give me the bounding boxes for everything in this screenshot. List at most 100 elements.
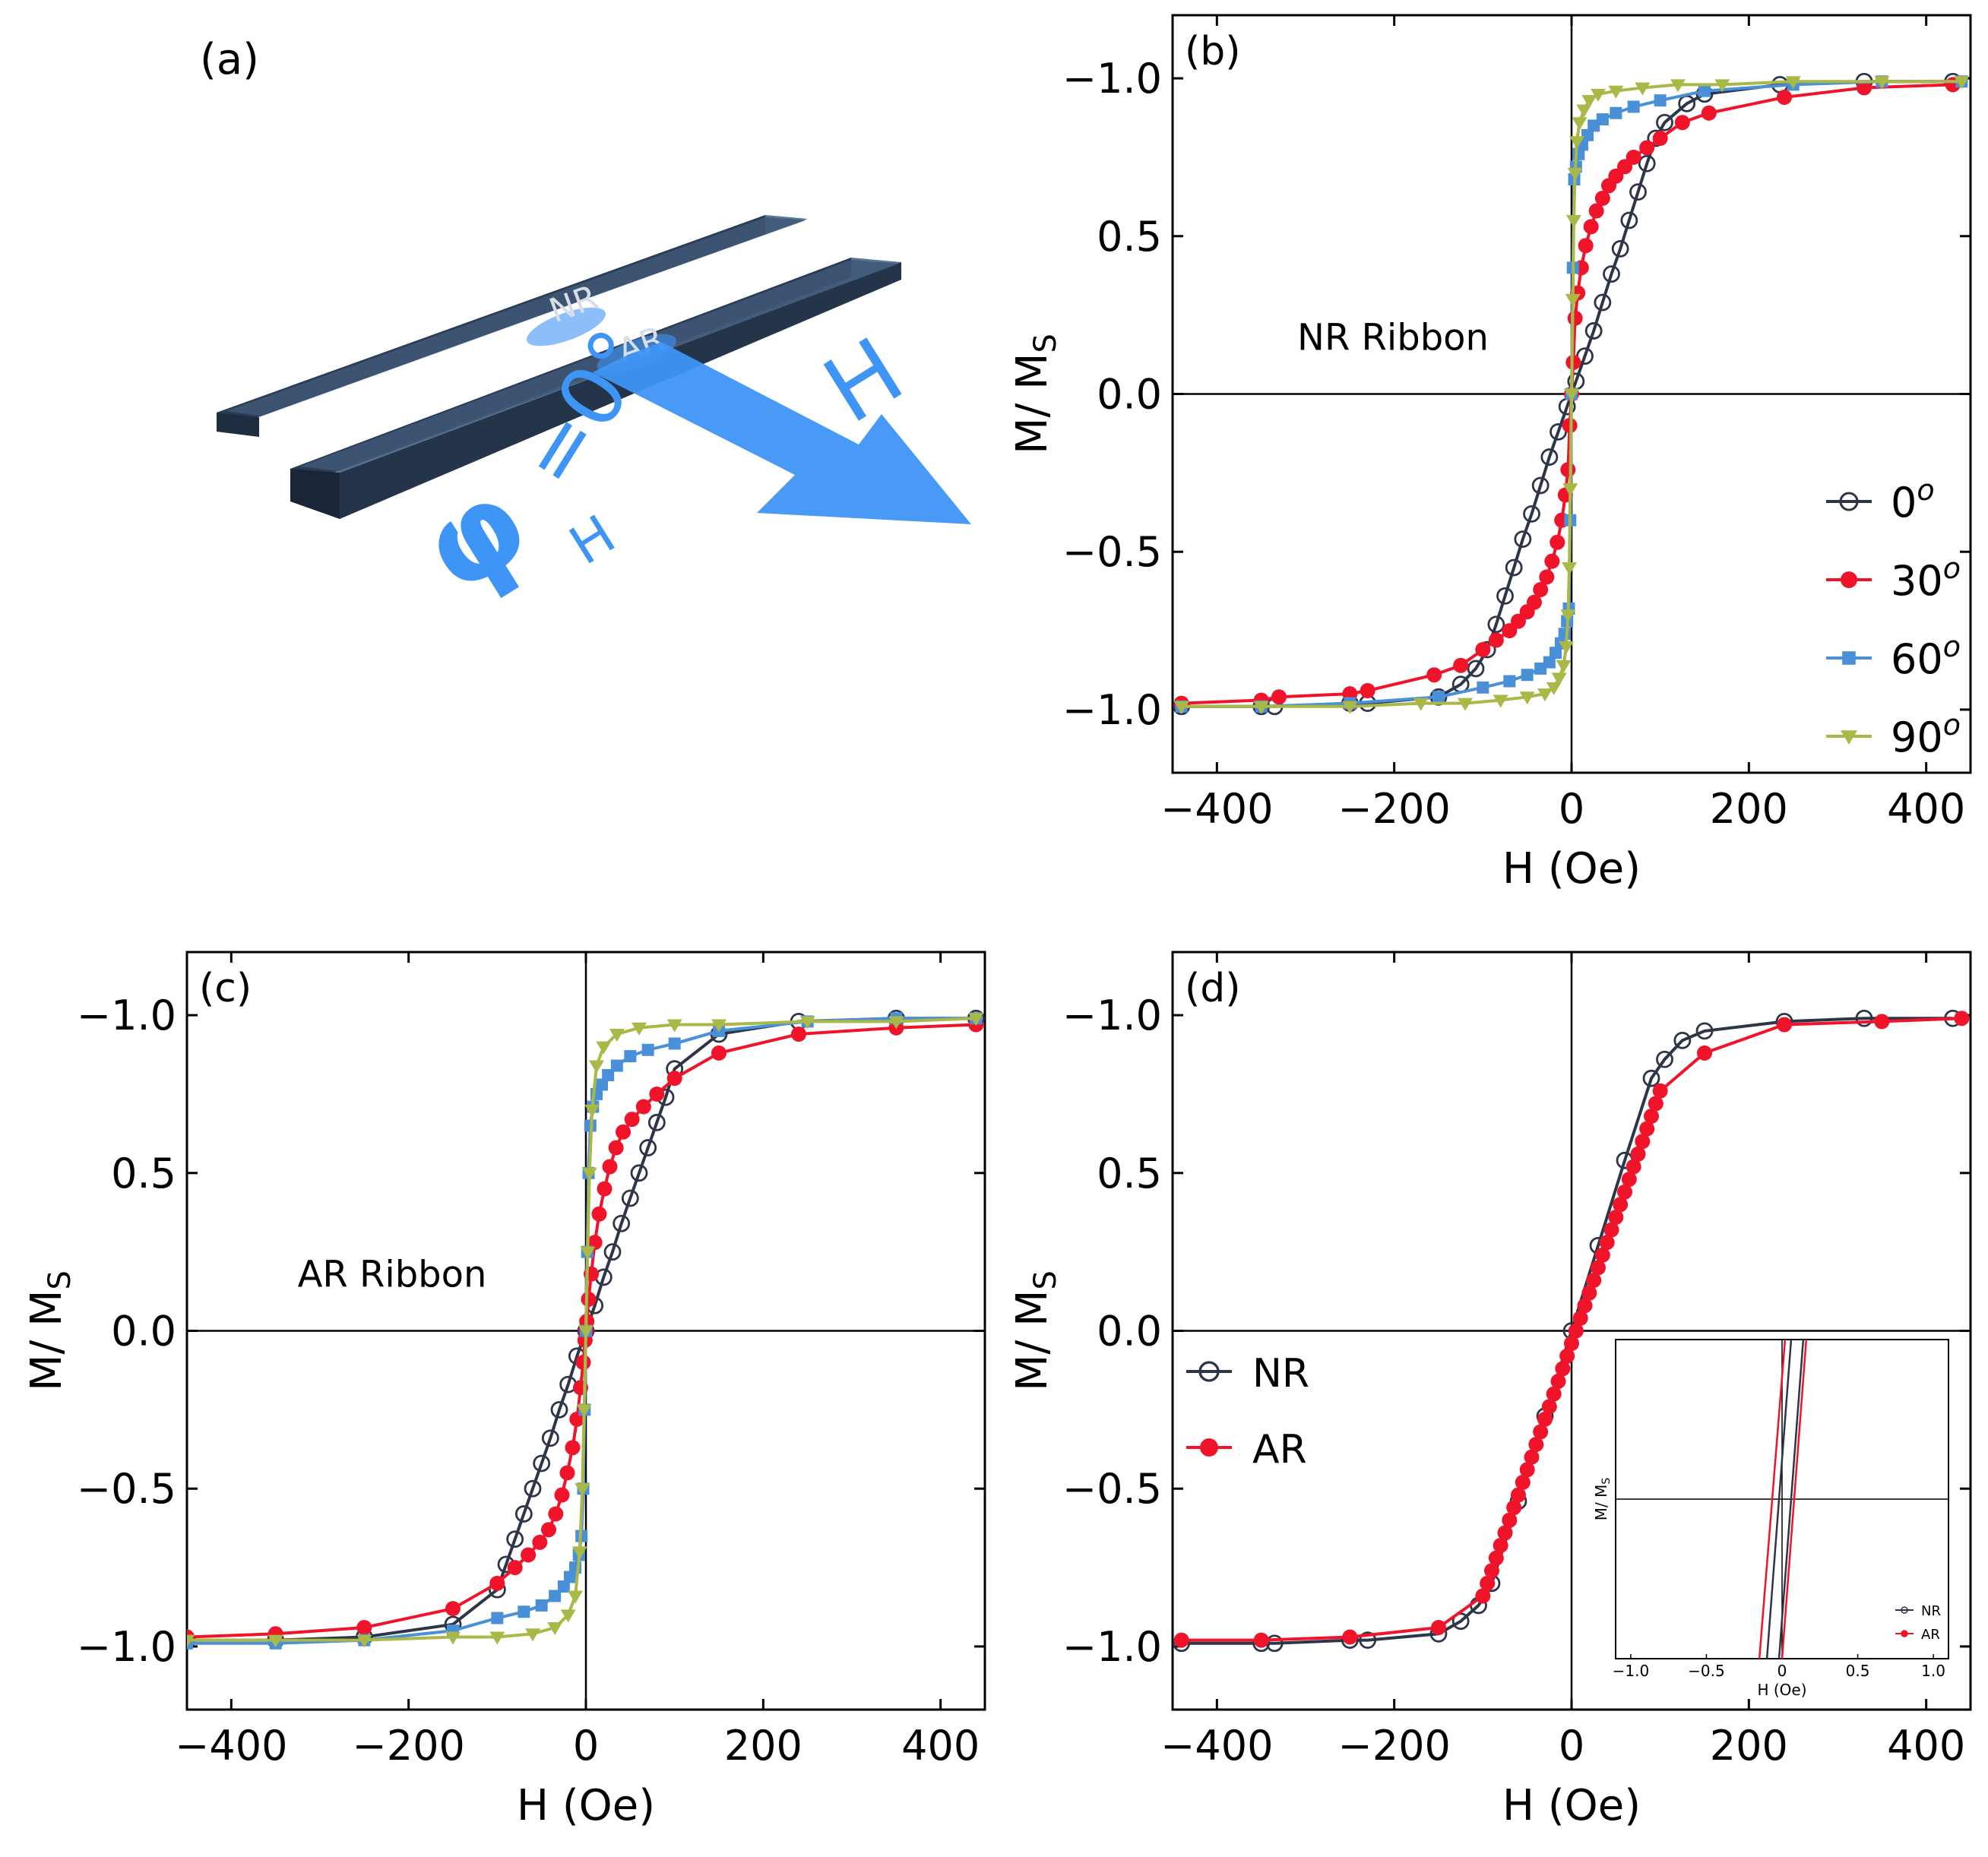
data-point-90 [576, 1404, 592, 1418]
data-point-90 [1493, 694, 1508, 708]
legend-label: NR [1252, 1351, 1309, 1397]
data-point-NR [1451, 1612, 1470, 1631]
data-point-90 [632, 1022, 647, 1036]
legend-label: AR [1252, 1427, 1307, 1473]
data-point-AR [1564, 1336, 1579, 1352]
data-point-0 [603, 1243, 622, 1261]
legend-label-superscript: o [1917, 473, 1934, 507]
data-point-90 [1559, 641, 1574, 654]
data-point-AR [1480, 1575, 1496, 1591]
data-point-90 [1560, 609, 1576, 623]
data-point-90 [578, 1325, 594, 1339]
data-point-30 [1777, 90, 1792, 106]
data-point-AR [1431, 1619, 1446, 1635]
data-point-AR [1617, 1184, 1632, 1200]
data-point-90 [1342, 701, 1358, 714]
data-point-30 [666, 1071, 682, 1087]
data-point-AR [1475, 1588, 1491, 1604]
data-point-90 [489, 1631, 505, 1645]
data-point-AR [1621, 1172, 1637, 1188]
data-point-30 [608, 1140, 624, 1156]
data-point-90 [445, 1631, 461, 1645]
x-axis-label: H (Oe) [1502, 844, 1641, 894]
data-point-60 [1477, 681, 1489, 694]
data-point-30 [565, 1440, 581, 1456]
data-point-90 [571, 1546, 587, 1560]
y-tick-label: −1.0 [1062, 1623, 1162, 1671]
inset-legend-label: AR [1921, 1627, 1940, 1643]
data-point-90 [1458, 698, 1473, 711]
y-axis-label: M/ MS [1008, 1270, 1063, 1391]
ar-ribbon-front-face [340, 262, 901, 519]
ar-ribbon-end [290, 469, 340, 519]
data-point-AR [1954, 1011, 1970, 1027]
data-point-NR [1673, 1031, 1692, 1049]
data-point-90 [799, 1016, 815, 1030]
inset-x-tick-label: 0.5 [1846, 1662, 1870, 1680]
data-point-30 [521, 1547, 537, 1563]
data-point-AR [1528, 1437, 1544, 1453]
x-tick-label: −400 [175, 1722, 287, 1770]
data-point-30 [1594, 190, 1610, 206]
data-point-0 [524, 1479, 542, 1498]
data-point-30 [1608, 168, 1624, 184]
y-axis-label: M/ MS [22, 1270, 78, 1391]
data-point-0 [647, 1113, 666, 1131]
data-point-30 [591, 1206, 607, 1222]
x-axis-label: H (Oe) [1502, 1781, 1641, 1830]
data-point-AR [1608, 1209, 1624, 1225]
data-point-30 [554, 1487, 570, 1503]
data-point-30 [1674, 115, 1690, 131]
data-point-90 [584, 1104, 600, 1118]
data-point-60 [518, 1605, 530, 1618]
x-tick-label: 200 [724, 1722, 802, 1770]
data-point-0 [1514, 530, 1532, 548]
data-point-60 [624, 1050, 637, 1063]
data-point-90 [1608, 85, 1624, 99]
data-point-0 [1584, 322, 1603, 340]
data-point-AR [1697, 1045, 1712, 1061]
data-point-AR [1581, 1285, 1597, 1301]
data-point-AR [1519, 1462, 1535, 1478]
data-point-90 [1785, 76, 1801, 90]
data-point-90 [1519, 691, 1535, 705]
data-point-AR [1541, 1399, 1557, 1415]
data-point-30 [1550, 534, 1565, 550]
data-point-60 [1543, 656, 1556, 669]
data-point-60 [535, 1599, 548, 1612]
data-point-30 [1652, 131, 1668, 147]
data-point-90 [1874, 76, 1890, 90]
y-tick-label: −1.0 [1062, 686, 1162, 734]
data-point-0 [1603, 265, 1620, 283]
inset-series-line-NR [1765, 1339, 1793, 1659]
data-point-AR [1537, 1411, 1553, 1427]
data-point-90 [609, 1029, 625, 1042]
y-axis-label-subscript: S [43, 1270, 78, 1289]
y-tick-label: 0.0 [1097, 1308, 1162, 1356]
data-point-0 [1496, 587, 1514, 605]
legend-marker [1200, 1438, 1218, 1457]
y-tick-label: −1.0 [77, 992, 176, 1039]
data-point-AR [1630, 1146, 1646, 1162]
data-point-AR [1555, 1361, 1571, 1377]
data-point-30 [1426, 667, 1442, 683]
y-tick-label: −1.0 [77, 1623, 176, 1671]
data-point-90 [1537, 688, 1553, 702]
data-point-90 [1253, 701, 1269, 714]
data-point-30 [1271, 689, 1287, 705]
inset-x-tick-label: −1.0 [1613, 1662, 1650, 1680]
data-point-30 [1527, 594, 1542, 610]
data-point-30 [581, 1291, 597, 1307]
data-point-60 [549, 1590, 562, 1602]
data-point-30 [1544, 553, 1560, 569]
data-point-60 [1558, 628, 1571, 641]
data-point-60 [602, 1069, 615, 1082]
legend-label: 30o [1891, 552, 1961, 605]
data-point-AR [1652, 1083, 1668, 1099]
data-point-60 [1627, 100, 1640, 113]
data-point-30 [548, 1506, 564, 1522]
nr-highlight [526, 307, 606, 346]
data-point-AR [1533, 1424, 1549, 1440]
data-point-30 [1533, 582, 1549, 598]
inset-series-line-AR [1758, 1339, 1787, 1659]
